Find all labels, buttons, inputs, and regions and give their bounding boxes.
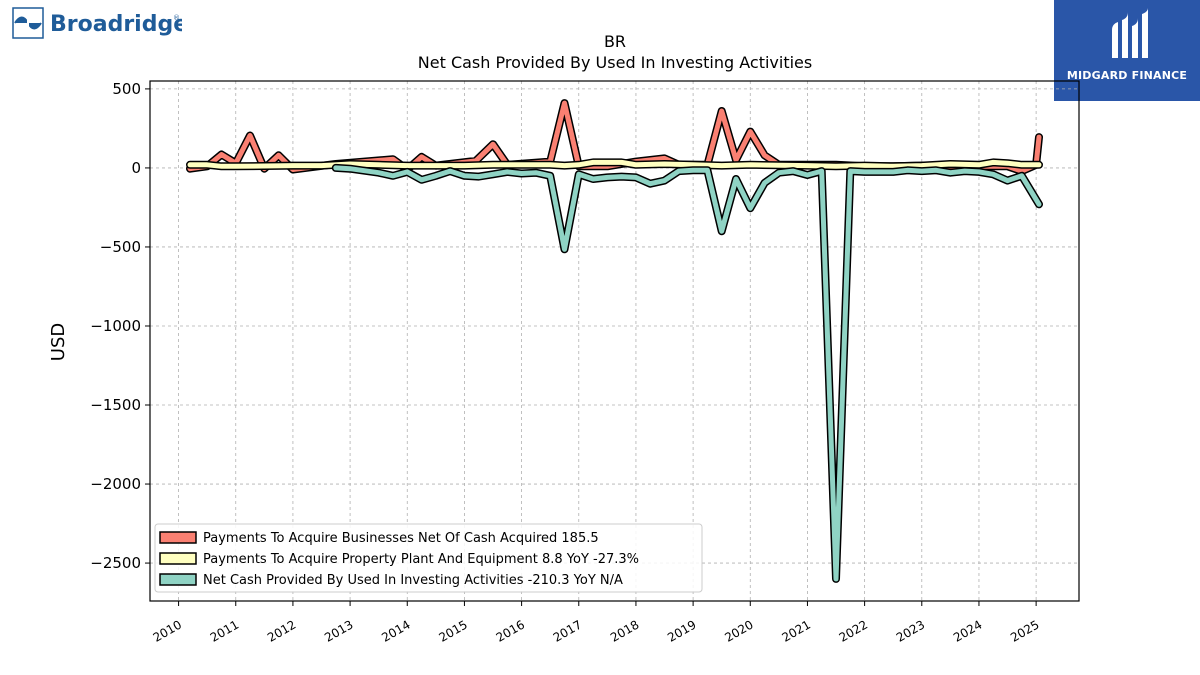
legend-label: Net Cash Provided By Used In Investing A… [203,573,623,588]
x-tick-label: 2022 [837,617,870,644]
legend-label: Payments To Acquire Property Plant And E… [203,552,639,567]
x-tick-label: 2016 [494,617,527,644]
registered-mark: ® [173,14,180,22]
y-axis-label: USD [48,323,69,361]
x-tick-label: 2021 [779,617,812,644]
legend: Payments To Acquire Businesses Net Of Ca… [154,523,703,593]
x-tick-label: 2017 [551,617,584,644]
legend-swatch [159,552,197,565]
midgard-wordmark: MIDGARD FINANCE [1066,69,1188,82]
x-tick-label: 2020 [722,617,755,644]
legend-swatch [159,531,197,544]
x-tick-label: 2018 [608,617,641,644]
x-tick-label: 2014 [379,617,412,644]
x-tick-label: 2019 [665,617,698,644]
chart-title: BR [604,32,626,51]
series-outline-2 [331,163,1043,583]
broadridge-mark-icon [12,7,44,39]
legend-label: Payments To Acquire Businesses Net Of Ca… [203,531,599,546]
x-tick-label: 2010 [151,617,184,644]
y-tick-label: 0 [131,159,141,177]
plot-frame [149,80,1080,602]
x-tick-label: 2013 [322,617,355,644]
y-tick-label: −2500 [90,554,141,572]
legend-swatch [159,573,197,586]
y-tick-label: −1500 [90,396,141,414]
midgard-finance-logo: MIDGARD FINANCE [1054,0,1200,101]
midgard-mark-icon [1112,8,1148,58]
x-tick-label: 2012 [265,617,298,644]
chart-subtitle: Net Cash Provided By Used In Investing A… [418,53,812,72]
y-tick-label: −500 [100,238,141,256]
broadridge-wordmark: Broadridge [50,12,182,37]
x-tick-label: 2015 [436,617,469,644]
legend-box [154,523,703,593]
y-tick-label: 500 [112,80,141,98]
broadridge-logo: Broadridge ® [12,6,188,42]
series-line-2 [333,165,1042,582]
y-tick-label: −2000 [90,475,141,493]
x-tick-label: 2024 [951,617,984,644]
x-tick-label: 2011 [208,617,241,644]
series-lines [186,99,1043,583]
axis-ticks: 2010 2011 2012 2013 2014 2015 2016 2017 2018 2019… [90,80,1041,645]
x-tick-label: 2025 [1008,617,1041,644]
x-tick-label: 2023 [894,617,927,644]
y-tick-label: −1000 [90,317,141,335]
